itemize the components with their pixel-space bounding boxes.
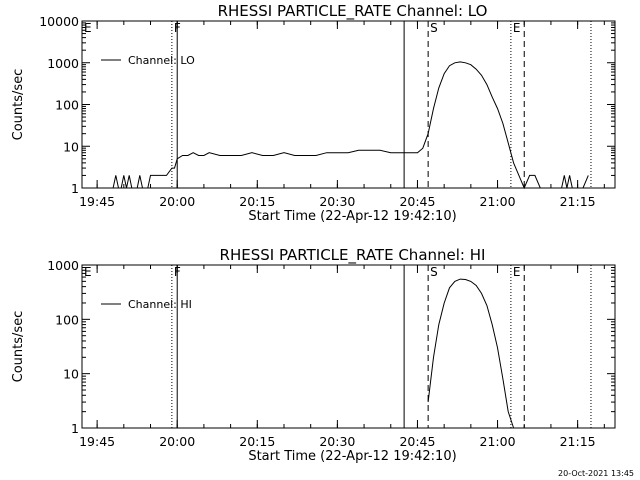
y-tick-label: 1 — [71, 181, 79, 196]
marker-label: E — [84, 265, 92, 279]
x-axis-label: Start Time (22-Apr-12 19:42:10) — [248, 209, 456, 224]
x-tick-label: 20:00 — [159, 194, 195, 209]
footer-timestamp: 20-Oct-2021 13:45 — [558, 469, 634, 478]
x-tick-label: 20:30 — [319, 194, 355, 209]
y-tick-label: 10000 — [39, 14, 79, 29]
x-tick-label: 20:15 — [239, 434, 275, 449]
chart-title: RHESSI PARTICLE_RATE Channel: LO — [218, 2, 488, 21]
y-tick-label: 100 — [55, 312, 79, 327]
plot-frame — [81, 264, 616, 429]
marker-label: S — [430, 21, 438, 35]
x-tick-label: 21:00 — [480, 194, 516, 209]
marker-label: E — [84, 21, 92, 35]
marker-label: S — [430, 265, 438, 279]
y-axis-label: Counts/sec — [11, 69, 26, 141]
x-tick-label: 20:15 — [239, 194, 275, 209]
x-tick-label: 19:45 — [79, 434, 115, 449]
chart-panel-2: RHESSI PARTICLE_RATE Channel: HI 1 10 100 10… — [11, 246, 616, 464]
y-tick-label: 1 — [71, 421, 79, 436]
series-line — [112, 61, 589, 190]
x-tick-label: 20:00 — [159, 434, 195, 449]
chart-panel-1: RHESSI PARTICLE_RATE Channel: LO 1 10 100 10… — [11, 2, 616, 224]
x-tick-label: 21:15 — [560, 434, 596, 449]
x-tick-label: 20:30 — [319, 434, 355, 449]
chart-title: RHESSI PARTICLE_RATE Channel: HI — [220, 246, 486, 265]
y-axis-label: Counts/sec — [11, 311, 26, 383]
y-tick-label: 10 — [63, 367, 79, 382]
y-tick-label: 100 — [55, 98, 79, 113]
x-tick-label: 21:00 — [480, 434, 516, 449]
y-tick-label: 10 — [63, 139, 79, 154]
marker-label: E — [513, 265, 521, 279]
series-line — [427, 278, 515, 429]
y-tick-label: 1000 — [47, 56, 79, 71]
plot-frame — [81, 20, 616, 189]
y-tick-label: 1000 — [47, 258, 79, 273]
x-axis-label: Start Time (22-Apr-12 19:42:10) — [248, 449, 456, 464]
marker-label: E — [513, 21, 521, 35]
x-tick-label: 20:45 — [399, 434, 435, 449]
legend-label: Channel: HI — [128, 298, 192, 311]
x-tick-label: 19:45 — [79, 194, 115, 209]
legend-label: Channel: LO — [128, 54, 195, 67]
x-tick-label: 20:45 — [399, 194, 435, 209]
x-tick-label: 21:15 — [560, 194, 596, 209]
